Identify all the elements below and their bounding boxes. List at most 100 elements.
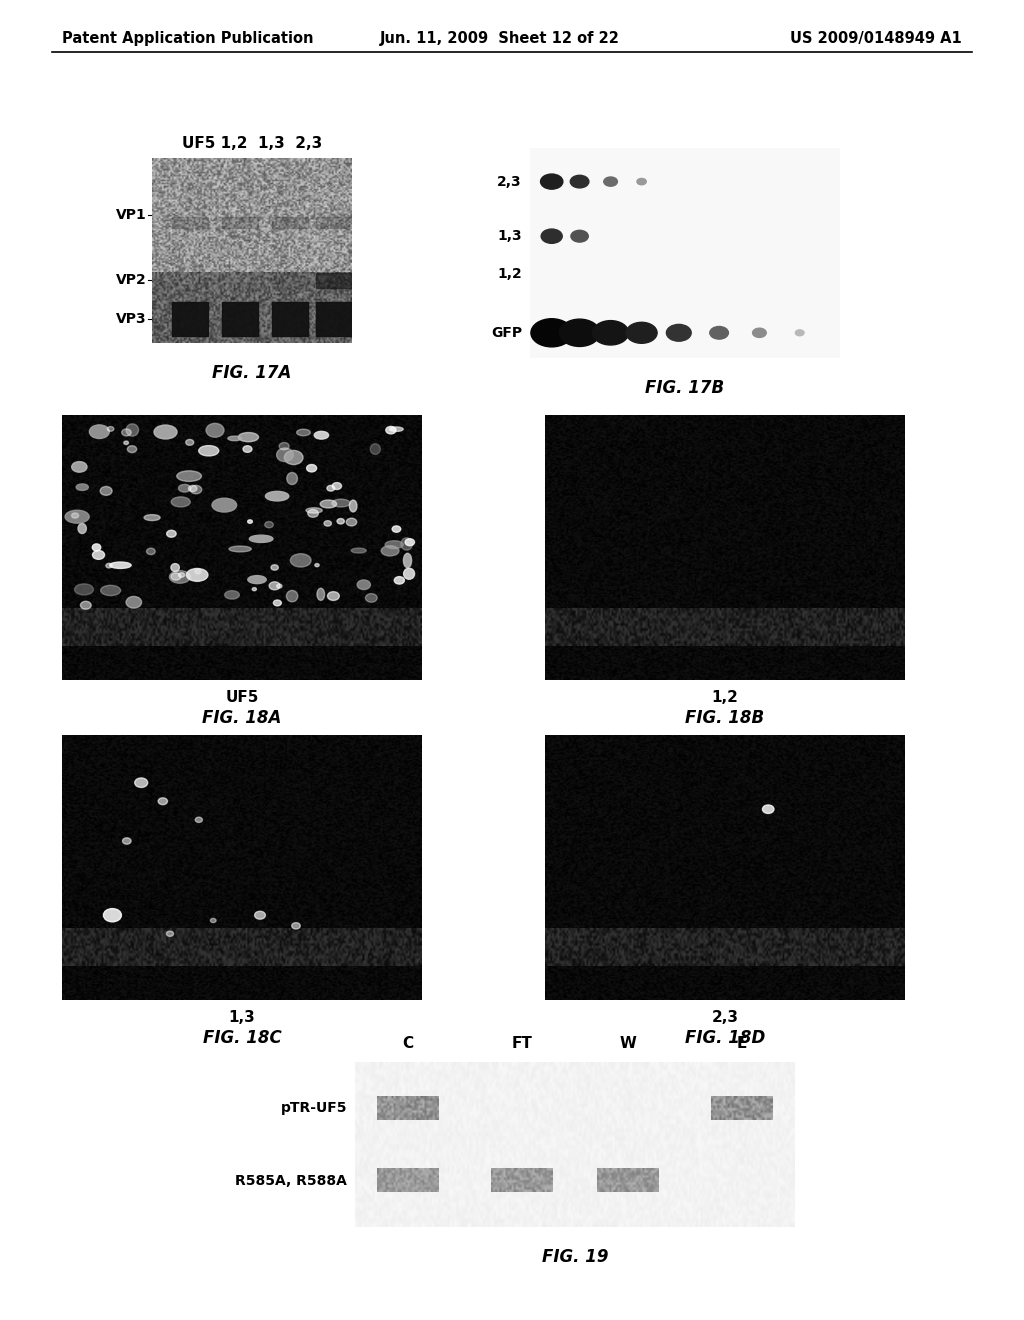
Circle shape <box>103 908 122 921</box>
Text: pTR-UF5: pTR-UF5 <box>281 1101 347 1115</box>
Text: R585A, R588A: R585A, R588A <box>236 1173 347 1188</box>
Circle shape <box>81 602 91 610</box>
Bar <box>222 218 258 228</box>
Text: W: W <box>620 1036 636 1052</box>
Ellipse shape <box>403 553 412 568</box>
Ellipse shape <box>249 535 273 543</box>
Circle shape <box>324 520 332 527</box>
Ellipse shape <box>306 508 323 513</box>
Text: US 2009/0148949 A1: US 2009/0148949 A1 <box>791 30 962 45</box>
Circle shape <box>314 564 319 566</box>
Circle shape <box>346 519 356 525</box>
Ellipse shape <box>171 564 179 572</box>
Ellipse shape <box>72 462 87 473</box>
Circle shape <box>292 923 300 929</box>
Bar <box>316 302 352 335</box>
Text: FIG. 17A: FIG. 17A <box>212 364 292 381</box>
Text: E: E <box>737 1036 748 1052</box>
Circle shape <box>570 176 589 187</box>
Bar <box>172 302 208 335</box>
Circle shape <box>763 805 774 813</box>
Ellipse shape <box>110 562 131 569</box>
Circle shape <box>332 483 342 490</box>
Ellipse shape <box>75 583 93 595</box>
Text: VP1: VP1 <box>117 209 147 222</box>
Text: VP2: VP2 <box>117 273 147 286</box>
Ellipse shape <box>291 553 311 568</box>
Circle shape <box>530 318 572 347</box>
Ellipse shape <box>199 446 219 455</box>
Ellipse shape <box>357 579 371 590</box>
Text: 2,3: 2,3 <box>712 1011 738 1026</box>
Circle shape <box>185 440 194 445</box>
Ellipse shape <box>332 499 350 507</box>
Ellipse shape <box>385 541 403 549</box>
Text: FIG. 18B: FIG. 18B <box>685 709 765 727</box>
Text: FIG. 17B: FIG. 17B <box>645 379 725 397</box>
Circle shape <box>171 573 181 581</box>
Circle shape <box>604 177 617 186</box>
Circle shape <box>308 510 318 517</box>
Circle shape <box>122 429 131 436</box>
Ellipse shape <box>285 450 303 465</box>
Circle shape <box>158 797 168 805</box>
Ellipse shape <box>287 590 298 602</box>
Ellipse shape <box>212 498 237 512</box>
Circle shape <box>280 442 289 450</box>
Circle shape <box>146 548 156 554</box>
Circle shape <box>392 525 400 532</box>
Circle shape <box>166 931 174 936</box>
Circle shape <box>327 486 335 491</box>
Text: 1,3: 1,3 <box>498 230 522 243</box>
Circle shape <box>626 322 657 343</box>
Ellipse shape <box>177 471 202 482</box>
Text: FIG. 18A: FIG. 18A <box>203 709 282 727</box>
Circle shape <box>571 230 588 242</box>
Circle shape <box>667 325 691 341</box>
Text: FIG. 18C: FIG. 18C <box>203 1030 282 1047</box>
Text: Jun. 11, 2009  Sheet 12 of 22: Jun. 11, 2009 Sheet 12 of 22 <box>380 30 620 45</box>
Ellipse shape <box>265 491 289 502</box>
Text: UF5: UF5 <box>225 690 259 705</box>
Ellipse shape <box>171 496 190 507</box>
Circle shape <box>753 329 766 338</box>
Bar <box>222 302 258 335</box>
Circle shape <box>710 326 728 339</box>
Circle shape <box>394 577 404 583</box>
Text: FIG. 18D: FIG. 18D <box>685 1030 765 1047</box>
Ellipse shape <box>154 425 177 440</box>
Circle shape <box>637 178 646 185</box>
Ellipse shape <box>126 424 138 436</box>
Ellipse shape <box>317 589 325 601</box>
Circle shape <box>559 319 600 346</box>
Ellipse shape <box>351 548 367 553</box>
Ellipse shape <box>248 576 266 583</box>
Circle shape <box>276 583 282 587</box>
Circle shape <box>366 594 377 602</box>
Text: C: C <box>402 1036 414 1052</box>
Ellipse shape <box>224 590 240 599</box>
Circle shape <box>105 564 113 568</box>
Ellipse shape <box>381 545 399 556</box>
Circle shape <box>190 486 202 494</box>
Ellipse shape <box>206 424 224 437</box>
Circle shape <box>252 587 256 591</box>
Text: 1,2: 1,2 <box>498 267 522 281</box>
Circle shape <box>127 446 137 453</box>
Bar <box>316 218 352 228</box>
Bar <box>316 273 352 288</box>
Ellipse shape <box>239 433 258 442</box>
Circle shape <box>248 520 252 523</box>
Circle shape <box>541 174 563 189</box>
Circle shape <box>796 330 804 335</box>
Circle shape <box>100 487 112 495</box>
Ellipse shape <box>186 569 208 581</box>
Circle shape <box>167 531 176 537</box>
Circle shape <box>265 521 273 528</box>
Ellipse shape <box>349 500 357 512</box>
Circle shape <box>108 426 114 432</box>
Circle shape <box>210 919 216 923</box>
Circle shape <box>72 513 79 519</box>
Circle shape <box>124 441 128 445</box>
Ellipse shape <box>144 515 160 520</box>
